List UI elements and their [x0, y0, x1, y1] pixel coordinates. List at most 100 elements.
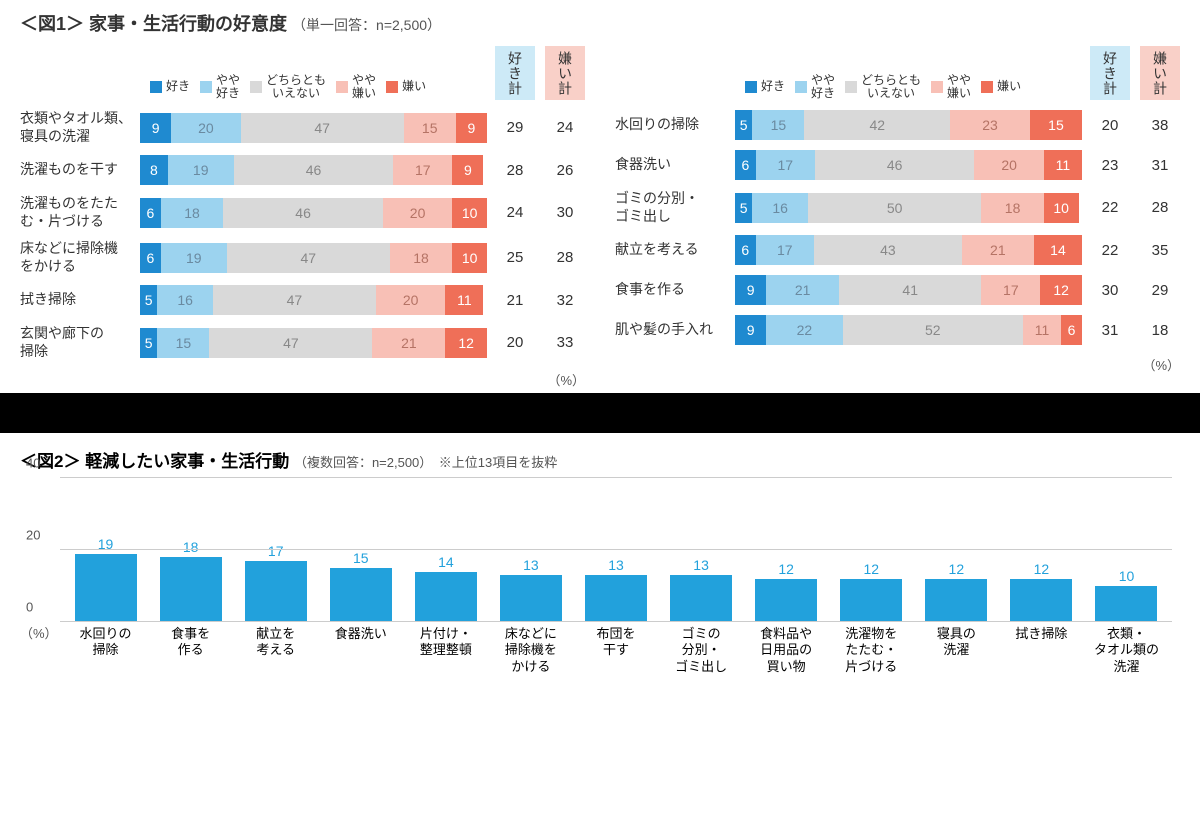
- fig2-title-main: 軽減したい家事・生活行動: [85, 452, 289, 471]
- fig1-title: ＜図1＞ 家事・生活行動の好意度 （単一回答：n=2,500）: [20, 10, 1180, 36]
- stacked-bar-segment: 9: [735, 315, 766, 345]
- row-label: 衣類やタオル類、寝具の洗濯: [20, 110, 140, 145]
- stacked-bar-segment: 23: [950, 110, 1030, 140]
- row-label: 床などに掃除機をかける: [20, 240, 140, 275]
- vertical-bar: [160, 557, 222, 622]
- fig2-x-labels: 水回りの掃除食事を作る献立を考える食器洗い片付け・整理整頓床などに掃除機をかける…: [60, 622, 1172, 708]
- row-totals: 31 18: [1090, 322, 1180, 339]
- stacked-bar-segment: 43: [814, 235, 962, 265]
- fig2-bars: 19 18 17 15 14 13 13 13 12: [60, 478, 1172, 622]
- stacked-bar-segment: 46: [234, 155, 394, 185]
- stacked-bar-segment: 12: [1040, 275, 1082, 305]
- row-label: 水回りの掃除: [615, 116, 735, 134]
- x-category-label: 洗濯物をたたむ・片づける: [836, 626, 907, 708]
- stacked-bar-segment: 15: [752, 110, 804, 140]
- fig1-left-column: 好き やや好き どちらともいえない やや嫌い 嫌い: [20, 40, 585, 389]
- legend-swatch: [150, 81, 162, 93]
- total-like: 20: [495, 334, 535, 351]
- bar-wrap: 15: [325, 478, 396, 622]
- vertical-bar: [330, 568, 392, 622]
- x-category-label: 水回りの掃除: [70, 626, 141, 708]
- stacked-bar-row: 肌や髪の手入れ 92252116 31 18: [615, 315, 1180, 345]
- total-dislike: 33: [545, 334, 585, 351]
- row-totals: 22 28: [1090, 199, 1180, 216]
- bar-wrap: 10: [1091, 478, 1162, 622]
- stacked-bar-segment: 12: [445, 328, 487, 358]
- stacked-bar-segment: 46: [223, 198, 383, 228]
- x-category-label: 食事を作る: [155, 626, 226, 708]
- fig1-title-sub: （単一回答：n=2,500）: [292, 17, 441, 33]
- bar-value-label: 17: [268, 543, 284, 559]
- legend-swatch: [336, 81, 348, 93]
- row-label: 拭き掃除: [20, 291, 140, 309]
- bar-value-label: 12: [778, 561, 794, 577]
- stacked-bar-segment: 41: [839, 275, 981, 305]
- stacked-bar-segment: 11: [1044, 150, 1082, 180]
- bar-wrap: 19: [70, 478, 141, 622]
- stacked-bar: 516501810: [735, 193, 1082, 223]
- stacked-bar-row: 洗濯ものを干す 81946179 28 26: [20, 155, 585, 185]
- stacked-bar: 921411712: [735, 275, 1082, 305]
- fig2-chart: 19 18 17 15 14 13 13 13 12: [20, 478, 1180, 708]
- row-totals: 20 33: [495, 334, 585, 351]
- stacked-bar-segment: 6: [1061, 315, 1082, 345]
- stacked-bar-segment: 22: [766, 315, 842, 345]
- stacked-bar-row: 洗濯ものをたたむ・片づける 618462010 24 30: [20, 195, 585, 230]
- stacked-bar-segment: 8: [140, 155, 168, 185]
- gridline: [60, 477, 1172, 478]
- total-dislike: 31: [1140, 157, 1180, 174]
- stacked-bar-segment: 46: [815, 150, 975, 180]
- stacked-bar-segment: 20: [383, 198, 452, 228]
- x-category-label: 布団を干す: [580, 626, 651, 708]
- stacked-bar-segment: 5: [140, 328, 157, 358]
- x-category-label: 食器洗い: [325, 626, 396, 708]
- bar-value-label: 15: [353, 550, 369, 566]
- unit-label: （%）: [20, 370, 585, 389]
- stacked-bar-segment: 10: [1044, 193, 1079, 223]
- bar-wrap: 13: [580, 478, 651, 622]
- legend-label: やや嫌い: [947, 74, 971, 100]
- legend: 好き やや好き どちらともいえない やや嫌い 嫌い: [615, 74, 1082, 100]
- stacked-bar-row: 食器洗い 617462011 23 31: [615, 150, 1180, 180]
- bar-value-label: 12: [863, 561, 879, 577]
- fig2-plot-area: 19 18 17 15 14 13 13 13 12: [60, 478, 1172, 622]
- bar-wrap: 14: [410, 478, 481, 622]
- figure-1: ＜図1＞ 家事・生活行動の好意度 （単一回答：n=2,500） 好き やや好き …: [0, 0, 1200, 393]
- stacked-bar-row: 衣類やタオル類、寝具の洗濯 92047159 29 24: [20, 110, 585, 145]
- legend-item: どちらともいえない: [845, 74, 921, 100]
- stacked-bar-segment: 9: [140, 113, 171, 143]
- row-totals: 23 31: [1090, 157, 1180, 174]
- stacked-bar-segment: 18: [981, 193, 1043, 223]
- total-dislike: 28: [1140, 199, 1180, 216]
- stacked-bar-segment: 47: [209, 328, 372, 358]
- legend-label: 嫌い: [997, 80, 1021, 93]
- unit-label: （%）: [615, 355, 1180, 374]
- bar-value-label: 13: [523, 557, 539, 573]
- stacked-bar: 81946179: [140, 155, 487, 185]
- legend-item: やや好き: [200, 74, 240, 100]
- row-label: 食事を作る: [615, 281, 735, 299]
- stacked-bar-segment: 6: [735, 150, 756, 180]
- legend-label: どちらともいえない: [266, 74, 326, 100]
- stacked-bar-segment: 5: [140, 285, 157, 315]
- bar-value-label: 14: [438, 554, 454, 570]
- fig2-unit: （%）: [20, 623, 58, 642]
- fig2-title: ＜図2＞ 軽減したい家事・生活行動 （複数回答：n=2,500） ※上位13項目…: [20, 447, 1180, 472]
- stacked-bar-segment: 17: [756, 235, 814, 265]
- fig1-title-main: 家事・生活行動の好意度: [89, 14, 287, 34]
- stacked-bar-segment: 47: [227, 243, 390, 273]
- legend: 好き やや好き どちらともいえない やや嫌い 嫌い: [20, 74, 487, 100]
- legend-item: 嫌い: [981, 80, 1021, 93]
- legend-swatch: [845, 81, 857, 93]
- vertical-bar: [670, 575, 732, 622]
- x-category-label: 食料品や日用品の買い物: [751, 626, 822, 708]
- legend-item: 嫌い: [386, 80, 426, 93]
- total-dislike: 32: [545, 292, 585, 309]
- row-label: 食器洗い: [615, 156, 735, 174]
- x-category-label: 衣類・タオル類の洗濯: [1091, 626, 1162, 708]
- legend-swatch: [745, 81, 757, 93]
- stacked-bar-segment: 20: [376, 285, 445, 315]
- stacked-bar-segment: 11: [1023, 315, 1061, 345]
- row-totals: 24 30: [495, 204, 585, 221]
- sum-dislike-header: 嫌い計: [1140, 46, 1180, 100]
